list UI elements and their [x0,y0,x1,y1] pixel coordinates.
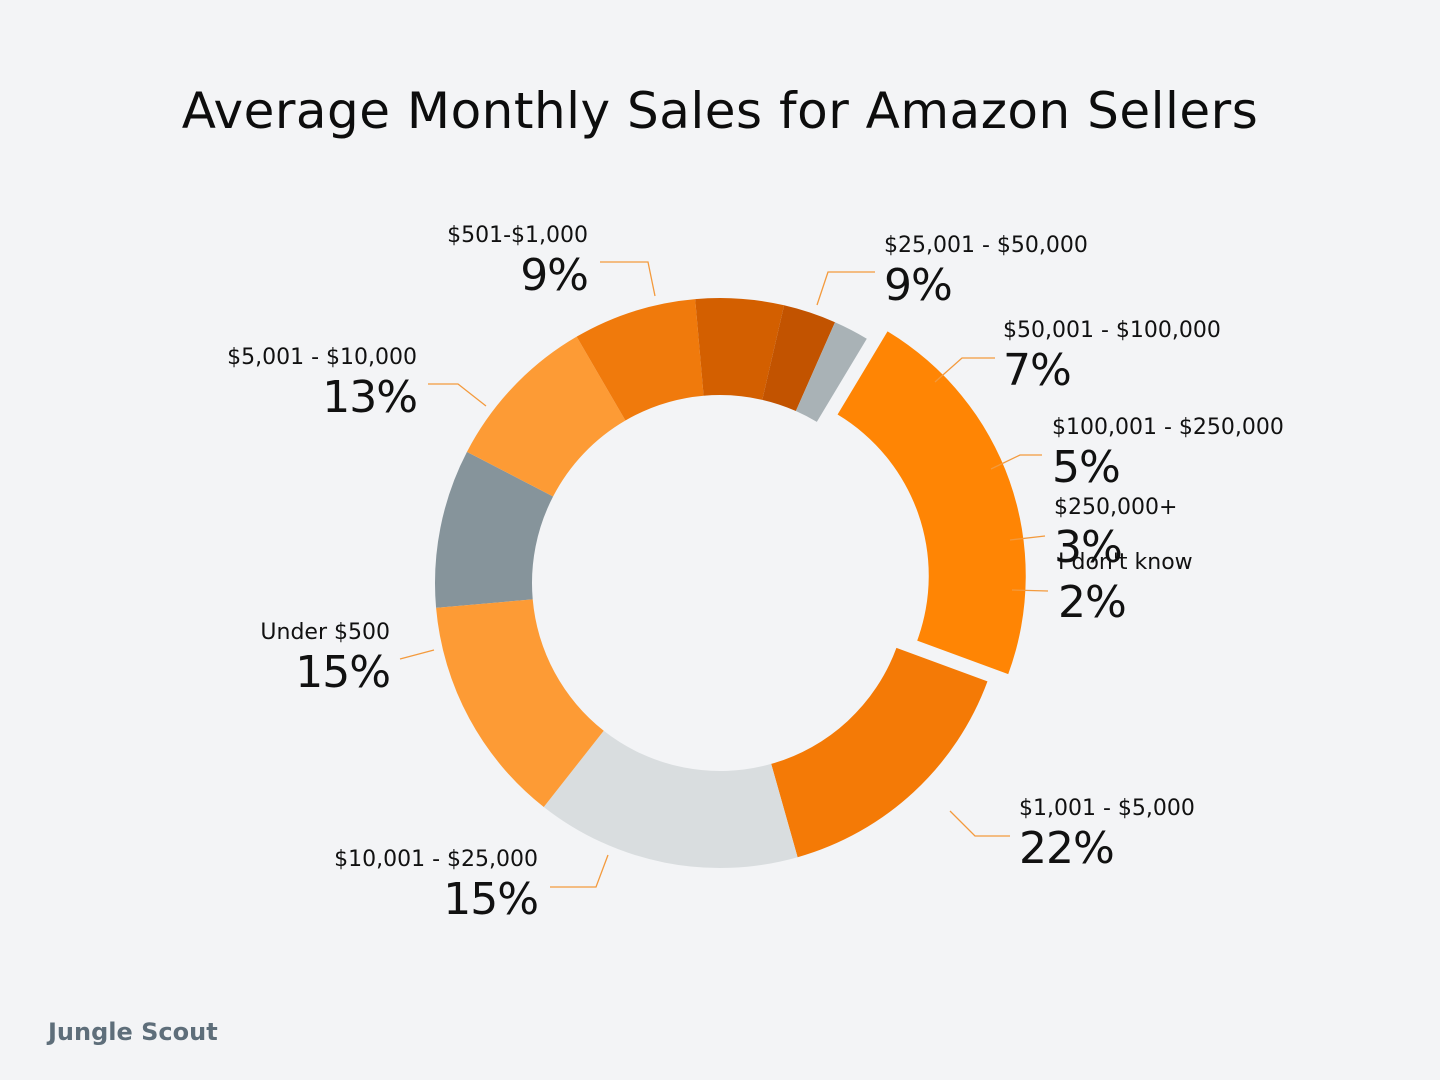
leader-line [990,454,1042,470]
slice-category-label: $501-$1,000 [447,223,588,248]
brand-logo-text: Jungle Scout [48,1018,218,1046]
slice-percent-label: 3% [1054,522,1122,573]
slice-percent-label: 2% [1058,577,1126,628]
leader-line [1011,589,1049,592]
donut-slice [434,451,554,608]
leader-line [949,810,1010,837]
leader-line [428,383,487,407]
slice-percent-label: 15% [443,874,538,925]
slice-category-label: $1,001 - $5,000 [1019,796,1195,821]
donut-slice [543,730,798,869]
slice-percent-label: 15% [295,647,390,698]
donut-slice [695,298,785,400]
slice-category-label: $25,001 - $50,000 [884,233,1088,258]
slice-category-label: I don't know [1058,550,1193,575]
leader-line [399,649,435,660]
leader-line [1009,535,1046,541]
donut-slice [762,305,836,411]
slice-percent-label: 9% [520,250,588,301]
slice-percent-label: 7% [1003,345,1071,396]
leader-line [816,271,875,306]
leader-line [550,854,609,888]
donut-slice [837,331,1026,675]
donut-slice [466,336,626,497]
slice-percent-label: 9% [884,260,952,311]
donut-slice [795,322,867,422]
slice-category-label: $50,001 - $100,000 [1003,318,1221,343]
donut-slice [576,299,704,421]
slice-category-label: $100,001 - $250,000 [1052,415,1284,440]
donut-slice [436,599,604,807]
slice-category-label: Under $500 [260,620,390,645]
leader-line [600,261,656,297]
slice-category-label: $250,000+ [1054,495,1177,520]
slice-category-label: $10,001 - $25,000 [334,847,538,872]
leader-line [934,357,995,383]
slice-percent-label: 13% [322,372,417,423]
slice-percent-label: 5% [1052,442,1120,493]
donut-slice [771,647,988,858]
slice-category-label: $5,001 - $10,000 [227,345,417,370]
slice-percent-label: 22% [1019,823,1114,874]
chart-title: Average Monthly Sales for Amazon Sellers [181,82,1259,140]
